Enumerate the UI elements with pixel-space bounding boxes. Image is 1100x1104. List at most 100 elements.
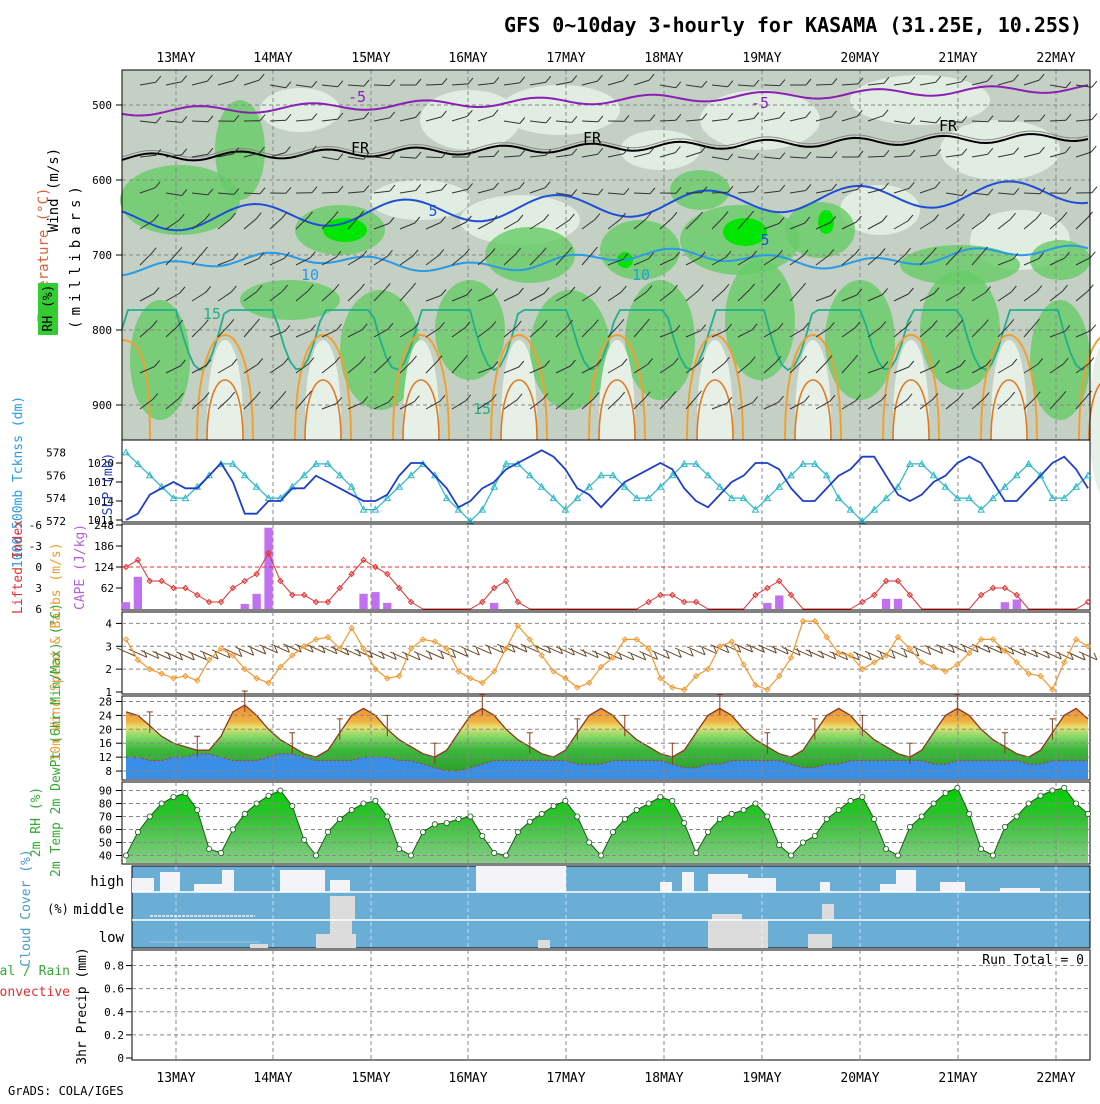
rh-marker (337, 817, 342, 822)
cloud-middle-block (330, 896, 355, 920)
rh-marker (729, 811, 734, 816)
wind-tick-label: 2 (105, 663, 112, 676)
date-label-top: 21MAY (938, 51, 977, 66)
rh-moist-patch (625, 280, 695, 400)
precip-tick-label: 0.4 (104, 1006, 124, 1019)
rh-marker (575, 814, 580, 819)
rh-marker (563, 798, 568, 803)
cloud-row-high: high (90, 874, 124, 890)
cloud-high-block (132, 878, 154, 892)
rh-marker (242, 811, 247, 816)
date-label-bottom: 17MAY (546, 1071, 585, 1086)
rh-marker (812, 833, 817, 838)
cloud-background (132, 866, 1090, 948)
rh-dry-patch (500, 85, 620, 135)
cloud-row-low: low (99, 930, 125, 946)
cape-tick-label: 248 (94, 519, 114, 532)
rh-marker (123, 853, 128, 858)
rh-marker (397, 846, 402, 851)
contour-label: FR (583, 129, 602, 147)
cape-bar (882, 599, 890, 609)
date-label-bottom: 18MAY (644, 1071, 683, 1086)
rh-marker (789, 853, 794, 858)
rh-marker (955, 785, 960, 790)
cloud-high-block (222, 870, 234, 892)
cloud-low-block (708, 920, 768, 948)
rh-marker (1074, 801, 1079, 806)
rh-marker (622, 817, 627, 822)
temp-tick-label: 8 (105, 765, 112, 778)
rh-dry-patch (850, 75, 990, 125)
ylabel-convective: Convective (0, 985, 70, 1000)
cape-bar (359, 594, 367, 609)
rh-marker (646, 801, 651, 806)
temp-tick-label: 24 (99, 709, 113, 722)
rh-marker (432, 822, 437, 827)
cape-tick-label: 186 (94, 540, 114, 553)
cape-bar (383, 603, 391, 609)
rh-marker (587, 840, 592, 845)
rh-marker (456, 817, 461, 822)
thickness-tick-label: 578 (46, 446, 66, 459)
cloud-high-block (682, 872, 694, 892)
rh-marker (765, 814, 770, 819)
date-label-top: 13MAY (156, 51, 195, 66)
date-label-top: 22MAY (1036, 51, 1075, 66)
cape-tick-label: 62 (101, 582, 114, 595)
rh-marker (824, 817, 829, 822)
rh-marker (551, 804, 556, 809)
precip-tick-label: 0.6 (104, 983, 124, 996)
rh-marker (159, 801, 164, 806)
rh-marker (266, 793, 271, 798)
rh-tick-label: 80 (99, 798, 112, 811)
date-label-top: 15MAY (351, 51, 390, 66)
chart-title: GFS 0~10day 3-hourly for KASAMA (31.25E,… (504, 13, 1082, 37)
rh-marker (325, 830, 330, 835)
rh-marker (860, 794, 865, 799)
precip-tick-label: 0.2 (104, 1029, 124, 1042)
cape-bar (241, 604, 249, 609)
date-label-top: 16MAY (448, 51, 487, 66)
wind-barb (816, 157, 832, 158)
cloud-low-block (808, 934, 832, 948)
rh-moist-patch (920, 270, 1000, 390)
li-tick-label: 6 (35, 603, 42, 616)
cape-bar (253, 594, 261, 609)
ylabel-cloud-unit: (%) (47, 902, 69, 916)
thickness-tick-label: 574 (46, 492, 66, 505)
cape-bar (490, 603, 498, 609)
wind-barb (426, 157, 442, 158)
rh-marker (527, 819, 532, 824)
cloud-low-block (330, 920, 352, 948)
cape-bar (134, 577, 142, 609)
pressure-tick-label: 600 (92, 174, 112, 187)
rh-marker (1002, 824, 1007, 829)
cape-bar (894, 599, 902, 609)
contour-label: 10 (301, 266, 319, 284)
date-label-bottom: 14MAY (253, 1071, 292, 1086)
ylabel-slp: SLP (mb) (101, 453, 116, 516)
rh-marker (278, 788, 283, 793)
rh-marker (135, 830, 140, 835)
rh-marker (302, 837, 307, 842)
ylabel-cape: CAPE (J/kg) (73, 524, 88, 610)
rh-marker (931, 801, 936, 806)
cloud-high-block (820, 882, 830, 892)
date-label-bottom: 16MAY (448, 1071, 487, 1086)
cloud-high-block (708, 874, 748, 892)
rh-marker (385, 814, 390, 819)
contour-label: 5 (760, 231, 769, 249)
rh-marker (884, 846, 889, 851)
rh-marker (515, 830, 520, 835)
pressure-tick-label: 700 (92, 249, 112, 262)
temp-tick-label: 28 (99, 695, 112, 708)
rh-dry-patch (420, 90, 520, 150)
rh-marker (943, 791, 948, 796)
date-label-bottom: 19MAY (742, 1071, 781, 1086)
rh-marker (872, 817, 877, 822)
run-total: Run Total = 0 (982, 953, 1084, 968)
rh-marker (361, 801, 366, 806)
